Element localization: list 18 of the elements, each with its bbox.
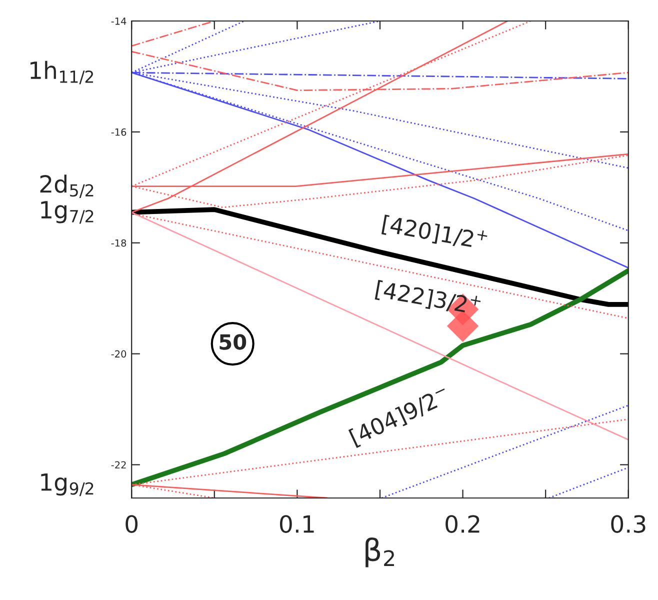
x-tick-label: 0.3	[611, 515, 646, 533]
annotation: [404]9/2$^{−}$	[348, 386, 452, 448]
annotation: 1h$_{11/2}$	[30, 60, 94, 84]
y-tick-label: -16	[111, 128, 126, 136]
x-axis-title: β$_{2}$	[366, 538, 394, 568]
x-tick-label: 0.1	[280, 515, 314, 533]
y-tick-label: -20	[111, 350, 126, 358]
x-tick-label: 0.2	[446, 515, 480, 533]
annotation: 50	[220, 334, 246, 350]
annotation: [420]1/2$^{+}$	[381, 213, 488, 252]
y-tick-label: -18	[111, 239, 126, 247]
annotation: 1g$_{7/2}$	[41, 201, 94, 224]
annotation: [422]3/2$^{+}$	[374, 278, 482, 318]
y-tick-label: -14	[111, 18, 126, 25]
annotation: 2d$_{5/2}$	[40, 174, 94, 198]
y-tick-label: -22	[111, 461, 126, 468]
annotation: 1g$_{9/2}$	[41, 473, 94, 496]
x-tick-label: 0	[126, 515, 138, 533]
